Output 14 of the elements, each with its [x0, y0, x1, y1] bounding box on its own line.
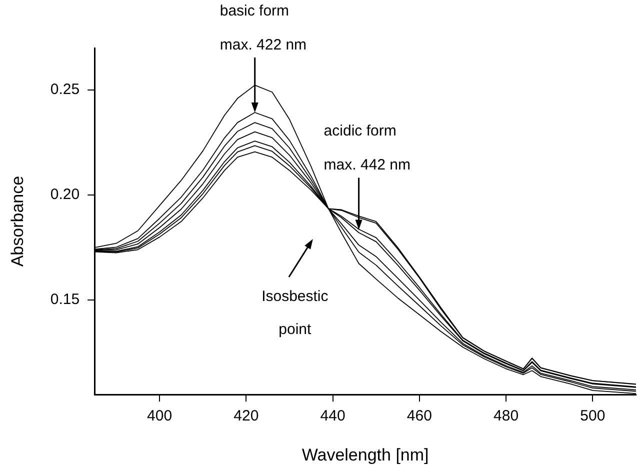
y-tick-label: 0.25: [50, 81, 80, 98]
x-tick-label: 420: [234, 408, 259, 425]
x-axis-title: Wavelength [nm]: [302, 445, 429, 464]
x-tick-label: 460: [406, 408, 432, 425]
x-tick-label: 480: [494, 408, 519, 425]
x-tick-label: 440: [320, 408, 346, 425]
y-tick-label: 0.20: [50, 186, 80, 204]
annotation: acidic form max. 442 nm: [324, 122, 411, 174]
x-tick-label: 500: [580, 408, 606, 425]
y-tick-label: 0.15: [50, 291, 80, 308]
y-axis-title: Absorbance: [8, 176, 27, 267]
annotation: basic form max. 422 nm: [220, 2, 307, 54]
x-tick-label: 400: [147, 408, 172, 425]
annotation: Isosbestic point: [262, 288, 329, 338]
